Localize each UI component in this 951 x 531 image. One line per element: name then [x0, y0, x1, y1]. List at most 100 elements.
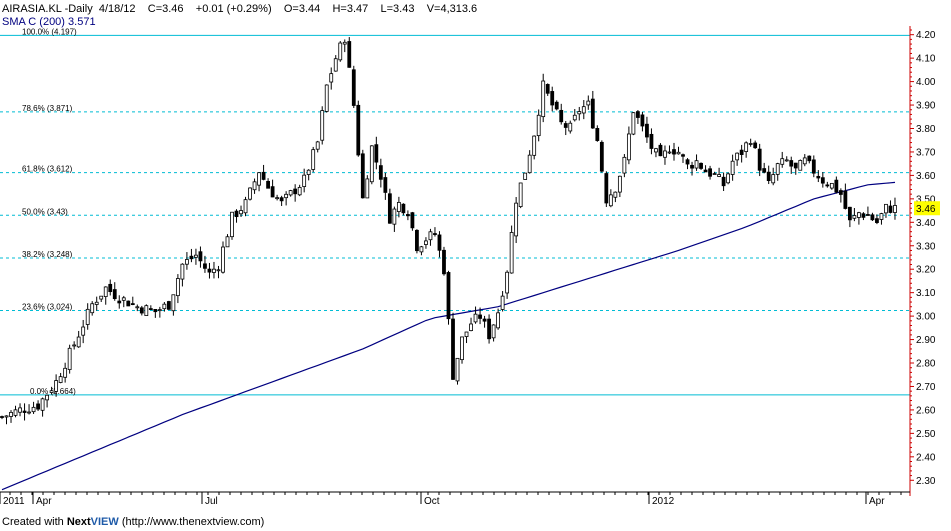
price-tick-label: 3.00 [916, 312, 936, 323]
candle [338, 41, 343, 62]
candle [554, 100, 559, 111]
candle-body [112, 289, 117, 300]
candle-body [311, 149, 316, 170]
candle-body [572, 114, 577, 121]
candle [108, 279, 113, 296]
candle [518, 182, 523, 209]
candle [446, 270, 451, 325]
candle [820, 172, 825, 188]
candle-body [640, 114, 645, 127]
candle [148, 305, 153, 310]
candle [162, 301, 167, 312]
candle [487, 314, 491, 344]
volume-value: V=4,313.6 [426, 3, 478, 15]
candle [739, 144, 744, 163]
candle-body [148, 308, 153, 310]
candle-body [739, 149, 744, 155]
candle-body [374, 144, 379, 163]
candle-body [442, 249, 446, 275]
low-value: L=3.43 [380, 3, 415, 15]
candle-body [843, 190, 848, 209]
candle [378, 158, 383, 188]
candle-body [536, 114, 541, 137]
candle [288, 189, 293, 197]
candle [730, 154, 735, 181]
candle [437, 231, 442, 258]
candle [333, 55, 338, 72]
candle-body [76, 336, 81, 348]
candle [536, 109, 541, 142]
candle [784, 156, 789, 162]
footer-credit: Created with NextVIEW (http://www.thenex… [2, 516, 264, 528]
price-tick-label: 3.70 [916, 147, 936, 158]
candle [645, 116, 649, 143]
candle [252, 178, 257, 194]
candle [342, 39, 347, 53]
fibonacci-levels: 100.0% (4.197) 78.6% (3.871) 61.8% (3.612)… [0, 27, 910, 396]
candle [608, 189, 613, 208]
candle-body [460, 336, 464, 361]
candle-body [108, 283, 113, 293]
candle [239, 205, 243, 218]
candle [563, 120, 568, 136]
candle-body [780, 158, 785, 165]
candle [49, 386, 54, 395]
candle [103, 286, 108, 305]
candle [834, 176, 839, 194]
candle [266, 178, 270, 189]
candle [22, 403, 27, 421]
candle-body [378, 165, 383, 180]
candle-body [852, 215, 857, 219]
candle-body [838, 190, 843, 195]
candle [433, 227, 437, 237]
candle-body [180, 263, 185, 280]
candle [203, 255, 207, 273]
candle-body [581, 106, 586, 114]
candle-body [622, 156, 627, 174]
candle [816, 170, 821, 183]
candle [735, 152, 740, 166]
candle [780, 151, 785, 168]
sma-legend: SMA C (200) 3.571 [2, 16, 96, 28]
candle-body [230, 211, 234, 238]
candle [67, 344, 72, 374]
candle [419, 245, 424, 256]
candle [703, 165, 708, 173]
candle [626, 126, 631, 165]
price-tick-label: 2.70 [916, 382, 936, 393]
candle [496, 308, 501, 330]
candle [613, 191, 618, 203]
candle [180, 263, 185, 287]
candle-body [351, 69, 356, 106]
candle-body [36, 403, 40, 410]
candle-body [99, 295, 104, 300]
price-tick-label: 2.80 [916, 359, 936, 370]
candle [99, 295, 104, 302]
candle [383, 172, 388, 200]
candle-body [293, 188, 298, 195]
price-tick-label: 2.90 [916, 335, 936, 346]
candle-body [153, 308, 158, 313]
candle-body [672, 149, 676, 155]
candle [789, 156, 794, 174]
candle [825, 181, 830, 188]
candle-body [135, 306, 140, 309]
candle [130, 296, 135, 306]
candle-body [568, 122, 573, 132]
candle-body [90, 303, 95, 314]
candle [257, 172, 261, 192]
candle [595, 125, 600, 142]
candle [766, 165, 771, 185]
candle-body [18, 407, 22, 413]
candle-body [523, 172, 528, 180]
candle [297, 184, 302, 197]
candle-body [861, 213, 866, 218]
candle-body [875, 218, 879, 223]
candle-body [649, 133, 654, 149]
candle [207, 262, 212, 279]
candle-body [396, 202, 401, 212]
candle-body [297, 187, 302, 196]
candle [90, 301, 95, 316]
candle-body [410, 212, 415, 229]
price-tick-label: 3.10 [916, 288, 936, 299]
